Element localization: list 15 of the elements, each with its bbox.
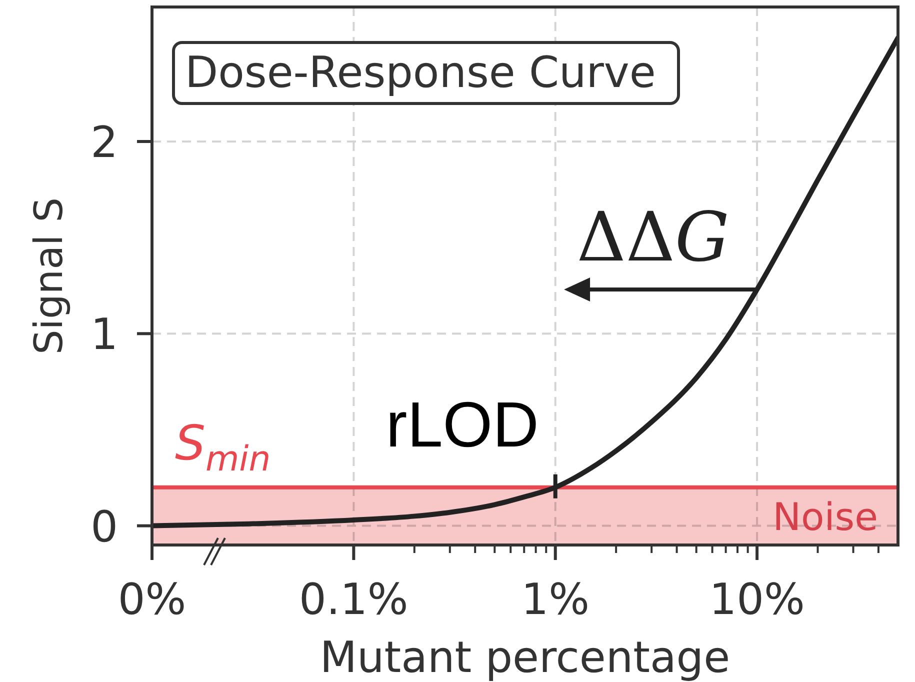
- x-tick-label: 1%: [521, 575, 590, 625]
- x-tick-label: 0%: [118, 575, 186, 625]
- x-tick-label: 0.1%: [299, 575, 408, 625]
- annotation: Dose-Response Curve: [185, 48, 656, 98]
- text-box: Dose-Response Curve: [172, 41, 680, 105]
- y-tick-label: 0: [90, 502, 118, 552]
- y-tick-label: 1: [90, 310, 118, 360]
- annotation: rLOD: [386, 388, 539, 460]
- ref-line-label: S$_{min}$: [175, 415, 271, 479]
- x-tick-label: 10%: [709, 575, 805, 625]
- band-label: Noise: [772, 495, 878, 539]
- y-tick-label: 2: [90, 118, 118, 168]
- x-axis-title: Mutant percentage: [320, 633, 730, 682]
- annotation: ΔΔG: [576, 198, 730, 278]
- y-axis-title: Signal S: [27, 198, 72, 354]
